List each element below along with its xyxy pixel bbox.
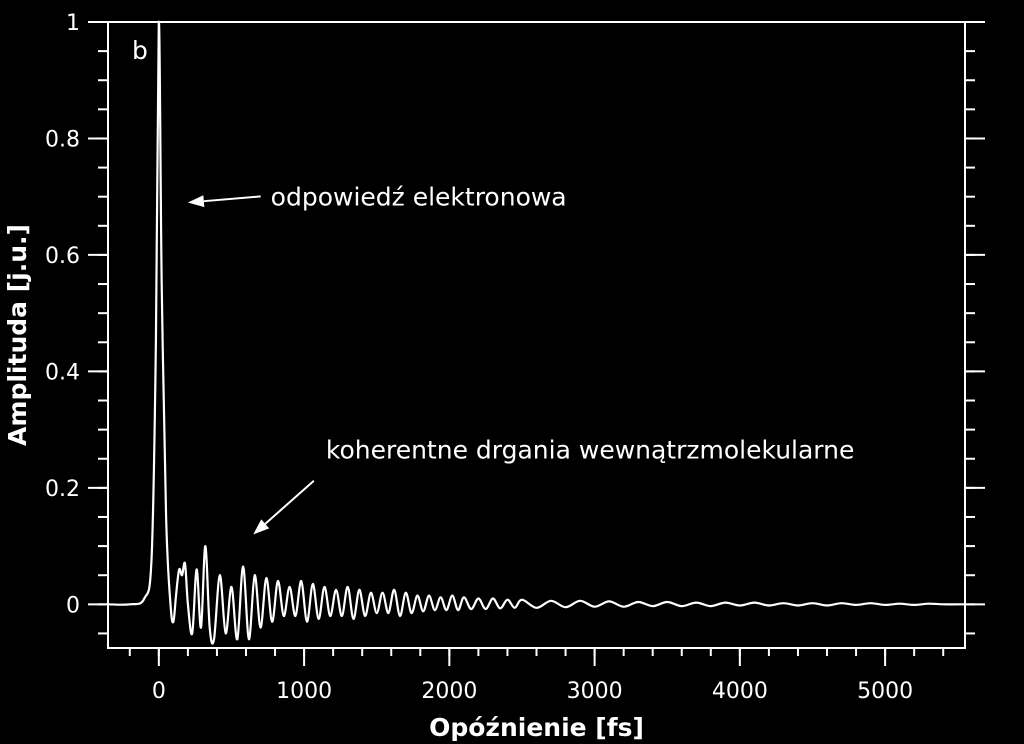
x-tick-label: 1000 xyxy=(276,679,332,704)
x-axis-title: Opóźnienie [fs] xyxy=(429,713,644,742)
y-tick-label: 0 xyxy=(66,593,80,618)
plot-frame xyxy=(107,21,966,649)
y-tick-label: 1 xyxy=(66,11,80,36)
y-tick-label: 0.8 xyxy=(45,127,80,152)
annotation-arrow-shaft xyxy=(264,479,315,525)
y-tick-label: 0.2 xyxy=(45,477,80,502)
y-tick-label: 0.4 xyxy=(45,360,80,385)
tick-labels: 0 1000 2000 3000 4000 5000 0 0.2 0.4 0.6 0.8 1 xyxy=(45,11,913,704)
y-axis-title: Amplituda [j.u.] xyxy=(3,224,32,446)
x-tick-label: 0 xyxy=(152,679,166,704)
annotation-arrow-shaft xyxy=(203,195,261,203)
amplitude-series-line xyxy=(107,20,966,645)
panel-label: b xyxy=(132,36,148,65)
x-tick-label: 4000 xyxy=(712,679,768,704)
x-tick-label: 5000 xyxy=(857,679,913,704)
annotation-arrow-head xyxy=(253,519,270,535)
y-tick-label: 0.6 xyxy=(45,244,80,269)
axis-ticks xyxy=(88,21,985,666)
annotation-label: odpowiedź elektronowa xyxy=(271,182,567,211)
annotation-label: koherentne drgania wewnątrzmolekularne xyxy=(326,436,855,465)
annotation-arrow-head xyxy=(187,195,205,208)
data-series-group xyxy=(107,20,966,645)
annotations: odpowiedź elektronowa koherentne drgania … xyxy=(187,182,855,535)
x-tick-label: 3000 xyxy=(567,679,623,704)
x-tick-label: 2000 xyxy=(421,679,477,704)
